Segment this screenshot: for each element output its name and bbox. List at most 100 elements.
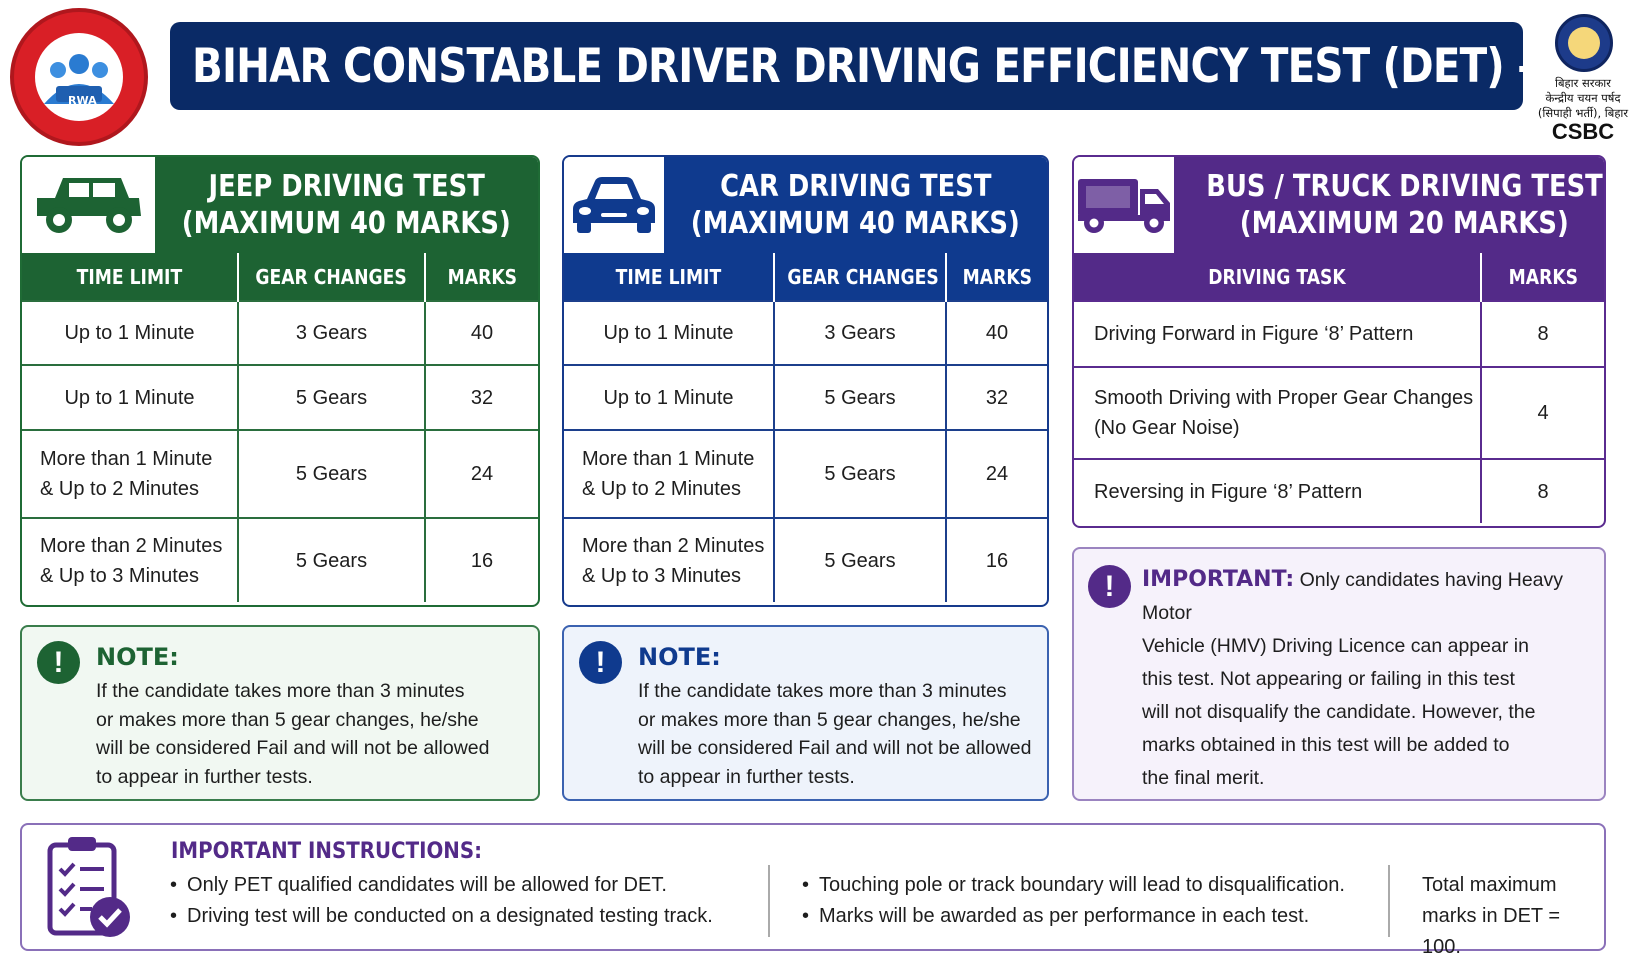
divider xyxy=(768,865,770,937)
marks-cell: 16 xyxy=(946,517,1047,602)
bus-truck-panel: BUS / TRUCK DRIVING TEST (MAXIMUM 20 MAR… xyxy=(1072,155,1606,528)
marks-cell: 40 xyxy=(946,300,1047,365)
time-cell: More than 1 Minute & Up to 2 Minutes xyxy=(22,429,239,518)
marks-cell: 24 xyxy=(946,429,1047,518)
gears-cell: 5 Gears xyxy=(238,429,426,518)
marks-cell: 4 xyxy=(1481,366,1604,459)
table-row: Driving Forward in Figure ‘8’ Pattern 8 xyxy=(1074,300,1604,367)
bus-important-note: ! IMPORTANT: Only candidates having Heav… xyxy=(1072,547,1606,801)
col-header-task: DRIVING TASK xyxy=(1074,253,1482,301)
jeep-heading: JEEP DRIVING TEST (MAXIMUM 40 MARKS) xyxy=(155,157,538,253)
car-panel: CAR DRIVING TEST (MAXIMUM 40 MARKS) TIME… xyxy=(562,155,1049,607)
instructions-list-1: Only PET qualified candidates will be al… xyxy=(170,870,713,932)
col-header-time: TIME LIMIT xyxy=(22,253,239,301)
gears-cell: 3 Gears xyxy=(774,300,947,365)
table-row: More than 2 Minutes & Up to 3 Minutes 5 G… xyxy=(22,517,538,602)
bus-heading: BUS / TRUCK DRIVING TEST (MAXIMUM 20 MAR… xyxy=(1174,157,1604,253)
list-item: Marks will be awarded as per performance… xyxy=(802,901,1345,932)
note-body: If the candidate takes more than 3 minut… xyxy=(638,680,1032,788)
table-row: Up to 1 Minute 5 Gears 32 xyxy=(564,364,1047,430)
car-title: CAR DRIVING TEST xyxy=(720,169,992,204)
note-title: NOTE: xyxy=(96,643,179,671)
org-abbr: CSBC xyxy=(1551,119,1615,144)
time-cell: Up to 1 Minute xyxy=(22,300,239,365)
marks-cell: 16 xyxy=(425,517,538,602)
org-line-2: केन्द्रीय चयन पर्षद xyxy=(1545,91,1621,105)
marks-cell: 32 xyxy=(946,364,1047,430)
jeep-table: TIME LIMIT GEAR CHANGES MARKS Up to 1 Mi… xyxy=(22,253,538,602)
truck-icon xyxy=(1074,157,1174,253)
table-row: More than 1 Minute & Up to 2 Minutes 5 Ge… xyxy=(22,429,538,518)
clipboard-check-icon xyxy=(44,833,134,945)
instructions-box: IMPORTANT INSTRUCTIONS: Only PET qualifi… xyxy=(20,823,1606,957)
bus-max-marks: (MAXIMUM 20 MARKS) xyxy=(1240,206,1570,241)
table-row: More than 2 Minutes & Up to 3 Minutes 5 G… xyxy=(564,517,1047,602)
exclamation-icon: ! xyxy=(1088,565,1131,608)
table-row: More than 1 Minute & Up to 2 Minutes 5 Ge… xyxy=(564,429,1047,518)
task-cell: Smooth Driving with Proper Gear Changes(… xyxy=(1074,366,1482,459)
note-body: If the candidate takes more than 3 minut… xyxy=(96,680,490,788)
instructions-list-2: Touching pole or track boundary will lea… xyxy=(802,870,1345,932)
col-header-gears: GEAR CHANGES xyxy=(774,253,947,301)
jeep-icon xyxy=(22,157,156,253)
car-max-marks: (MAXIMUM 40 MARKS) xyxy=(691,206,1021,241)
org-block: बिहार सरकार केन्द्रीय चयन पर्षद (सिपाही … xyxy=(1524,76,1642,144)
list-item: Driving test will be conducted on a desi… xyxy=(170,901,713,932)
org-line-1: बिहार सरकार xyxy=(1555,76,1611,90)
bus-title: BUS / TRUCK DRIVING TEST xyxy=(1206,169,1603,204)
table-row: Smooth Driving with Proper Gear Changes(… xyxy=(1074,366,1604,459)
rwa-logo: RWA xyxy=(10,8,148,146)
jeep-note: ! NOTE: If the candidate takes more than… xyxy=(20,625,540,801)
list-item: Only PET qualified candidates will be al… xyxy=(170,870,713,901)
exclamation-icon: ! xyxy=(37,641,80,684)
car-icon xyxy=(564,157,665,253)
gears-cell: 5 Gears xyxy=(774,429,947,518)
instructions-title: IMPORTANT INSTRUCTIONS: xyxy=(171,839,483,864)
time-cell: More than 2 Minutes & Up to 3 Minutes xyxy=(564,517,775,602)
col-header-gears: GEAR CHANGES xyxy=(238,253,426,301)
time-cell: Up to 1 Minute xyxy=(22,364,239,430)
logo-badge: RWA xyxy=(68,94,97,107)
table-row: Up to 1 Minute 5 Gears 32 xyxy=(22,364,538,430)
time-cell: More than 1 Minute & Up to 2 Minutes xyxy=(564,429,775,518)
car-note: ! NOTE: If the candidate takes more than… xyxy=(562,625,1049,801)
csbc-emblem xyxy=(1555,14,1613,72)
total-marks: Total maximum marks in DET = 100. xyxy=(1422,874,1560,957)
jeep-max-marks: (MAXIMUM 40 MARKS) xyxy=(182,206,512,241)
important-label: IMPORTANT: xyxy=(1142,567,1295,592)
page-title: BIHAR CONSTABLE DRIVER DRIVING EFFICIENC… xyxy=(192,38,1644,94)
important-body: IMPORTANT: Only candidates having Heavy … xyxy=(1142,567,1564,789)
marks-cell: 8 xyxy=(1481,458,1604,523)
gears-cell: 3 Gears xyxy=(238,300,426,365)
col-header-marks: MARKS xyxy=(425,253,538,301)
marks-cell: 40 xyxy=(425,300,538,365)
task-cell: Driving Forward in Figure ‘8’ Pattern xyxy=(1074,300,1482,367)
gears-cell: 5 Gears xyxy=(774,364,947,430)
car-table: TIME LIMIT GEAR CHANGES MARKS Up to 1 Mi… xyxy=(564,253,1047,602)
marks-cell: 32 xyxy=(425,364,538,430)
title-bar: BIHAR CONSTABLE DRIVER DRIVING EFFICIENC… xyxy=(170,22,1644,110)
table-row: Up to 1 Minute 3 Gears 40 xyxy=(22,300,538,365)
col-header-time: TIME LIMIT xyxy=(564,253,775,301)
car-heading: CAR DRIVING TEST (MAXIMUM 40 MARKS) xyxy=(664,157,1047,253)
jeep-panel: JEEP DRIVING TEST (MAXIMUM 40 MARKS) TIM… xyxy=(20,155,540,607)
bus-table: DRIVING TASK MARKS Driving Forward in Fi… xyxy=(1074,253,1604,523)
gears-cell: 5 Gears xyxy=(238,364,426,430)
table-row: Up to 1 Minute 3 Gears 40 xyxy=(564,300,1047,365)
marks-cell: 24 xyxy=(425,429,538,518)
jeep-title: JEEP DRIVING TEST xyxy=(208,169,485,204)
divider xyxy=(1388,865,1390,937)
marks-cell: 8 xyxy=(1481,300,1604,367)
time-cell: More than 2 Minutes & Up to 3 Minutes xyxy=(22,517,239,602)
time-cell: Up to 1 Minute xyxy=(564,364,775,430)
time-cell: Up to 1 Minute xyxy=(564,300,775,365)
gears-cell: 5 Gears xyxy=(774,517,947,602)
list-item: Touching pole or track boundary will lea… xyxy=(802,870,1345,901)
col-header-marks: MARKS xyxy=(1481,253,1604,301)
gears-cell: 5 Gears xyxy=(238,517,426,602)
org-line-3: (सिपाही भर्ती), बिहार xyxy=(1537,106,1629,120)
logo-ring xyxy=(35,33,123,121)
table-row: Reversing in Figure ‘8’ Pattern 8 xyxy=(1074,458,1604,523)
note-title: NOTE: xyxy=(638,643,721,671)
task-cell: Reversing in Figure ‘8’ Pattern xyxy=(1074,458,1482,523)
